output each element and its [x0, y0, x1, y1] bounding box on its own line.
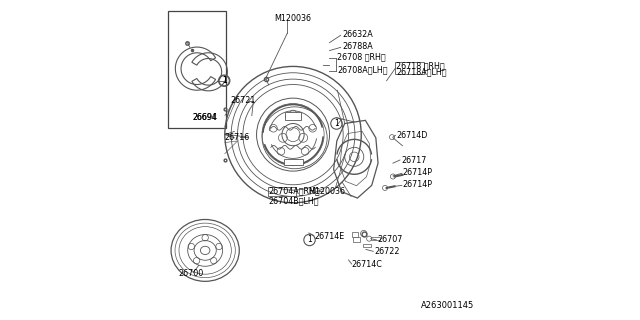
- Text: 26714E: 26714E: [315, 232, 345, 241]
- Text: 26694: 26694: [193, 113, 218, 122]
- Bar: [284, 159, 303, 165]
- Text: 26707: 26707: [377, 235, 403, 244]
- Text: 26708A〈LH〉: 26708A〈LH〉: [337, 65, 388, 74]
- Text: 26704B〈LH〉: 26704B〈LH〉: [269, 197, 319, 206]
- Text: M120036: M120036: [308, 187, 345, 196]
- Bar: [353, 237, 360, 242]
- Text: 1: 1: [307, 236, 312, 244]
- Text: 1: 1: [222, 76, 227, 85]
- Text: 1: 1: [222, 76, 227, 85]
- Text: 26722: 26722: [374, 246, 399, 256]
- Text: 26714C: 26714C: [352, 260, 383, 269]
- Text: 26704A〈RH〉: 26704A〈RH〉: [269, 187, 320, 196]
- Text: A263001145: A263001145: [420, 301, 474, 310]
- Bar: [396, 62, 424, 74]
- Bar: [364, 244, 371, 247]
- Text: M120036: M120036: [274, 14, 311, 23]
- Text: 26788A: 26788A: [342, 42, 373, 51]
- Text: 26708 〈RH〉: 26708 〈RH〉: [337, 52, 386, 61]
- Text: 26714P: 26714P: [403, 180, 433, 189]
- Text: 26694: 26694: [193, 113, 217, 122]
- Text: 26714P: 26714P: [403, 168, 433, 177]
- Text: 26718 〈RH〉: 26718 〈RH〉: [396, 61, 445, 70]
- Text: 26700: 26700: [179, 269, 204, 278]
- Bar: [371, 237, 380, 240]
- Text: 26717: 26717: [401, 156, 426, 164]
- Text: 26632A: 26632A: [342, 29, 373, 39]
- Bar: [285, 112, 301, 120]
- Bar: [268, 187, 296, 196]
- Bar: [168, 11, 227, 128]
- Text: 26714D: 26714D: [397, 131, 428, 140]
- Text: 26718A〈LH〉: 26718A〈LH〉: [396, 67, 447, 76]
- Text: 26716: 26716: [225, 133, 250, 142]
- Text: 26721: 26721: [230, 96, 256, 105]
- Bar: [352, 232, 358, 237]
- Text: 1: 1: [334, 119, 339, 128]
